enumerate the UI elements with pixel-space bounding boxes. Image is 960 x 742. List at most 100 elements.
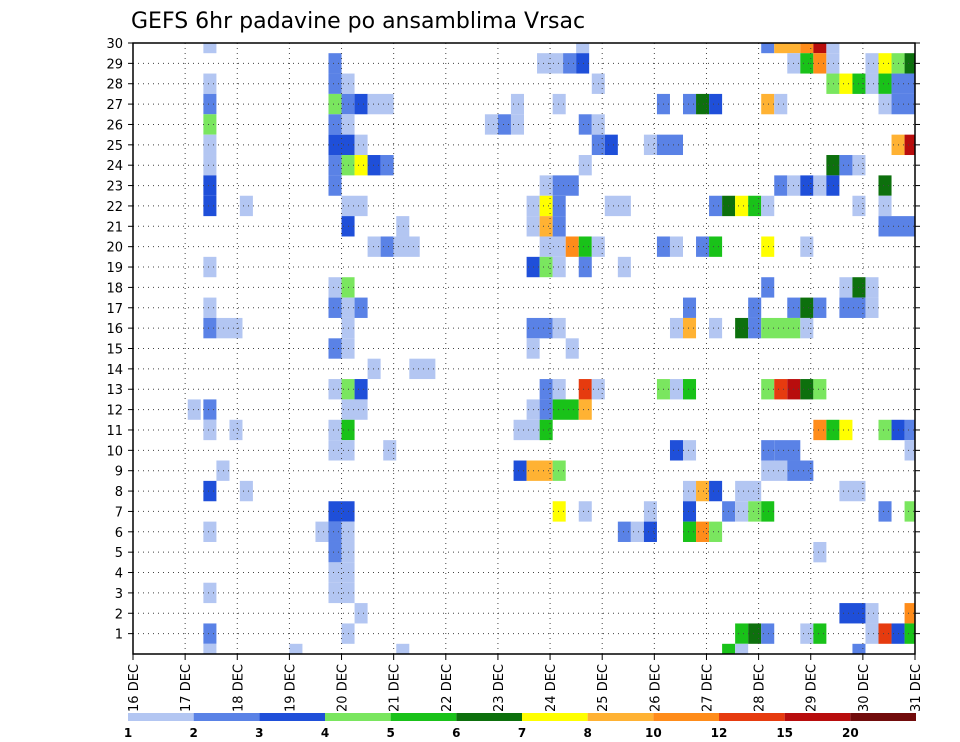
heatmap-cell bbox=[800, 43, 814, 54]
heatmap-cell bbox=[839, 480, 866, 502]
heatmap-cell bbox=[630, 521, 644, 542]
legend-label: 8 bbox=[583, 726, 591, 740]
heatmap-cell bbox=[669, 317, 684, 339]
x-tick-label: 28 DEC bbox=[753, 664, 768, 712]
legend-label: 1 bbox=[124, 726, 132, 740]
heatmap-cell bbox=[328, 175, 342, 196]
legend-label: 2 bbox=[189, 726, 197, 740]
legend-label: 7 bbox=[518, 726, 526, 740]
color-legend: 1 2 3 4 5 6 7 8 10 12 15 20 bbox=[124, 713, 916, 740]
heatmap-cell bbox=[552, 216, 566, 237]
legend-swatch bbox=[390, 713, 457, 721]
heatmap-cell bbox=[839, 419, 853, 441]
heatmap-cell bbox=[367, 155, 381, 176]
heatmap-cell bbox=[539, 379, 553, 400]
heatmap-cell bbox=[328, 53, 342, 74]
legend-swatch bbox=[850, 713, 916, 721]
heatmap-cell bbox=[669, 379, 684, 400]
heatmap-cell bbox=[409, 358, 436, 380]
heatmap-cell bbox=[354, 155, 368, 176]
heatmap-cell bbox=[865, 73, 879, 94]
x-tick-label: 18 DEC bbox=[231, 664, 246, 712]
heatmap-cell bbox=[800, 317, 814, 339]
heatmap-cell bbox=[643, 501, 657, 522]
heatmap-cell bbox=[826, 43, 840, 54]
heatmap-cell bbox=[904, 419, 915, 441]
x-tick-label: 21 DEC bbox=[388, 664, 403, 712]
heatmap-cell bbox=[576, 53, 590, 74]
legend-label: 20 bbox=[842, 726, 859, 740]
x-tick-label: 31 DEC bbox=[909, 664, 924, 712]
heatmap-cell bbox=[904, 603, 915, 624]
heatmap-cell bbox=[328, 562, 342, 583]
heatmap-cell bbox=[539, 175, 553, 196]
heatmap-cell bbox=[643, 521, 657, 542]
heatmap-cell bbox=[539, 236, 566, 257]
heatmap-cell bbox=[578, 501, 592, 522]
y-tick-label: 21 bbox=[106, 220, 123, 235]
heatmap-cell bbox=[510, 114, 524, 135]
heatmap-cell bbox=[539, 419, 553, 441]
heatmap-cell bbox=[216, 460, 230, 481]
heatmap-cell bbox=[203, 114, 217, 135]
heatmap-cell bbox=[604, 134, 618, 156]
y-tick-label: 7 bbox=[115, 505, 123, 520]
heatmap-cell bbox=[904, 53, 915, 74]
heatmap-cell bbox=[328, 338, 342, 359]
heatmap-cell bbox=[839, 277, 853, 298]
heatmap-cell bbox=[539, 256, 553, 278]
x-tick-label: 23 DEC bbox=[492, 664, 507, 712]
heatmap-cell bbox=[878, 53, 892, 74]
legend-label: 3 bbox=[255, 726, 263, 740]
heatmap-cell bbox=[328, 155, 342, 176]
heatmap-cell bbox=[865, 277, 879, 298]
y-tick-label: 10 bbox=[106, 444, 123, 459]
heatmap-cell bbox=[328, 419, 342, 441]
heatmap-cell bbox=[761, 440, 775, 461]
heatmap-cell bbox=[203, 195, 217, 217]
heatmap-cell bbox=[328, 379, 342, 400]
heatmap-cell bbox=[328, 73, 342, 94]
heatmap-cell bbox=[800, 53, 814, 74]
heatmap-cell bbox=[709, 521, 723, 542]
heatmap-cell bbox=[826, 155, 840, 176]
heatmap-cell bbox=[578, 256, 592, 278]
legend-swatch bbox=[587, 713, 654, 721]
heatmap-cell bbox=[552, 195, 566, 217]
heatmap-cell bbox=[289, 643, 303, 654]
heatmap-cell bbox=[552, 399, 579, 420]
legend-label: 15 bbox=[776, 726, 793, 740]
heatmap-cell bbox=[203, 256, 217, 278]
heatmap-cell bbox=[578, 114, 592, 135]
heatmap-cell bbox=[328, 582, 342, 604]
heatmap-cell bbox=[761, 236, 775, 257]
heatmap-cell bbox=[203, 480, 217, 502]
y-tick-label: 22 bbox=[106, 200, 123, 215]
heatmap-cell bbox=[656, 134, 684, 156]
heatmap-cell bbox=[328, 521, 342, 542]
y-tick-label: 8 bbox=[115, 485, 123, 500]
x-tick-label: 16 DEC bbox=[127, 664, 142, 712]
heatmap-cell bbox=[552, 317, 566, 339]
heatmap-cell bbox=[563, 53, 577, 74]
heatmap-cell bbox=[709, 480, 723, 502]
heatmap-cell bbox=[203, 43, 217, 54]
heatmap-cell bbox=[761, 317, 801, 339]
heatmap-cell bbox=[354, 134, 368, 156]
heatmap-cell bbox=[552, 175, 579, 196]
heatmap-cell bbox=[709, 317, 723, 339]
heatmap-cell bbox=[526, 460, 553, 481]
y-tick-label: 6 bbox=[115, 526, 123, 541]
heatmap-cell bbox=[539, 399, 553, 420]
x-tick-label: 19 DEC bbox=[283, 664, 298, 712]
heatmap-cell bbox=[904, 623, 915, 644]
heatmap-cell bbox=[683, 297, 697, 318]
legend-swatch bbox=[719, 713, 785, 721]
heatmap-cell bbox=[683, 480, 697, 502]
y-tick-label: 4 bbox=[115, 567, 123, 582]
heatmap-cell bbox=[552, 379, 566, 400]
y-tick-label: 14 bbox=[106, 363, 123, 378]
heatmap-cell bbox=[565, 236, 579, 257]
heatmap-cell bbox=[735, 317, 749, 339]
heatmap-cell bbox=[709, 236, 723, 257]
